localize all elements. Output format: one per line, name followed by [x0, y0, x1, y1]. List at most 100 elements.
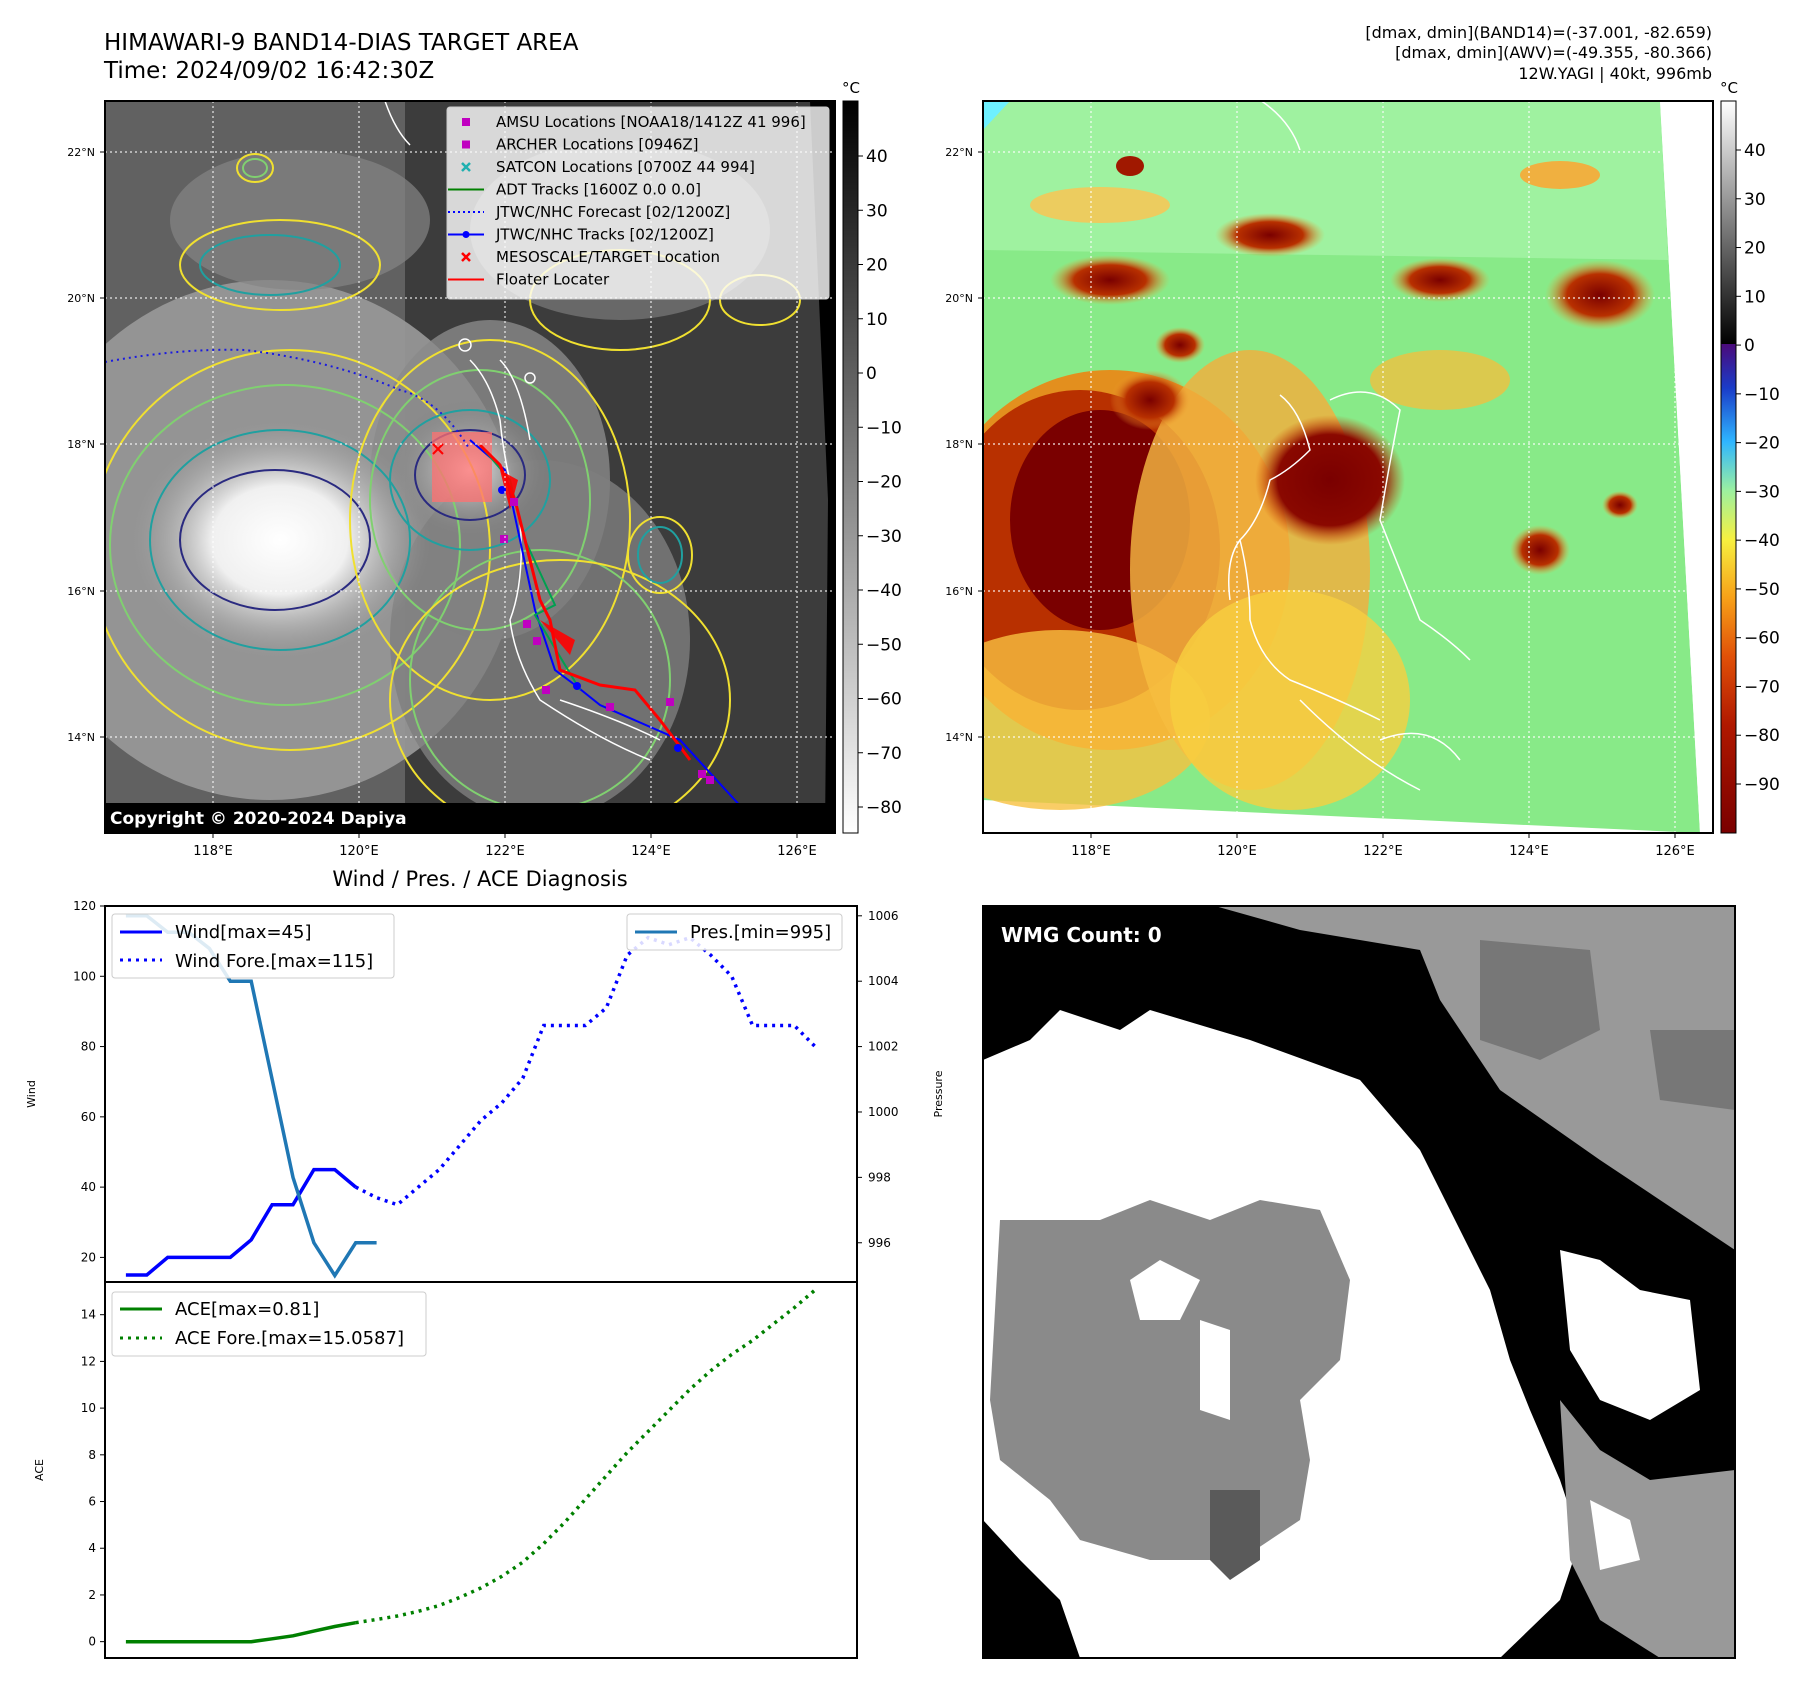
diagnosis-title: Wind / Pres. / ACE Diagnosis [332, 867, 627, 891]
colorbar-tick-label: −50 [866, 635, 902, 655]
copyright-text: Copyright © 2020-2024 Dapiya [110, 809, 407, 829]
ace-legend-label: ACE[max=0.81] [175, 1299, 319, 1320]
legend-entry-label: Floater Locater [496, 271, 610, 289]
colorbar-tick-label: −30 [1744, 482, 1780, 502]
lon-tick-label: 124°E [631, 844, 671, 859]
wind-tick-label: 100 [73, 969, 96, 983]
wind-fore-legend-label: Wind Fore.[max=115] [175, 951, 373, 972]
awv-colorbar-unit: °C [1720, 79, 1738, 97]
ace-tick-label: 0 [88, 1635, 96, 1649]
pressure-tick-label: 1004 [868, 974, 899, 988]
lat-tick-label: 18°N [945, 438, 973, 451]
pressure-tick-label: 998 [868, 1170, 891, 1184]
colorbar-tick-label: 40 [866, 147, 888, 167]
ir-imagery [105, 101, 835, 833]
awv-map-frame [982, 100, 1714, 834]
lon-tick-label: 124°E [1509, 844, 1549, 859]
colorbar-tick-label: −80 [1744, 726, 1780, 746]
legend-marker-x [461, 252, 471, 262]
legend-entry-label: ADT Tracks [1600Z 0.0 0.0] [496, 181, 701, 199]
stats-line1: [dmax, dmin](BAND14)=(-37.001, -82.659) [1365, 23, 1712, 42]
pressure-tick-label: 996 [868, 1236, 891, 1250]
legend-marker-square [462, 118, 470, 126]
colorbar-tick-label: −80 [866, 798, 902, 818]
lat-tick-label: 14°N [67, 731, 95, 744]
ace-tick-label: 14 [81, 1308, 96, 1322]
wmg-imagery [983, 906, 1735, 1658]
wind-ylabel: Wind [25, 1080, 38, 1108]
lon-tick-label: 122°E [1363, 844, 1403, 859]
wind-tick-label: 40 [81, 1180, 96, 1194]
colorbar-tick-label: −40 [1744, 531, 1780, 551]
ace-tick-label: 4 [88, 1541, 96, 1555]
ace-tick-label: 2 [88, 1588, 96, 1602]
lat-tick-label: 14°N [945, 731, 973, 744]
wmg-count-label: WMG Count: 0 [1001, 923, 1162, 947]
ace-legend: ACE[max=0.81] ACE Fore.[max=15.0587] [111, 1291, 427, 1357]
lat-tick-label: 16°N [945, 585, 973, 598]
ace-tick-label: 10 [81, 1401, 96, 1415]
figure-header: HIMAWARI-9 BAND14-DIAS TARGET AREA Time:… [103, 23, 1712, 84]
lon-tick-label: 122°E [485, 844, 525, 859]
colorbar-tick-label: −50 [1744, 580, 1780, 600]
ace-tick-label: 6 [88, 1495, 96, 1509]
wind-tick-label: 60 [81, 1110, 96, 1124]
legend-marker-dot [462, 231, 470, 238]
colorbar-tick-label: 20 [1744, 239, 1766, 259]
lon-tick-label: 126°E [1655, 844, 1695, 859]
colorbar-tick-label: −40 [866, 581, 902, 601]
colorbar-tick-label: −10 [1744, 385, 1780, 405]
map-legend: AMSU Locations [NOAA18/1412Z 41 996] ARCH… [446, 106, 830, 300]
wind-legend: Wind[max=45] Wind Fore.[max=115] [111, 913, 395, 979]
ir-colorbar-unit: °C [842, 79, 860, 97]
wind-tick-label: 80 [81, 1040, 96, 1054]
awv-colorbar-bottom [1721, 344, 1736, 833]
ir-map-frame [104, 100, 836, 834]
colorbar-tick-label: −60 [1744, 629, 1780, 649]
colorbar-tick-label: −10 [866, 418, 902, 438]
lon-tick-label: 120°E [339, 844, 379, 859]
pressure-tick-label: 1000 [868, 1105, 899, 1119]
pressure-tick-label: 1006 [868, 909, 899, 923]
colorbar-tick-label: 20 [866, 256, 888, 276]
pres-legend: Pres.[min=995] [626, 913, 843, 951]
stats-line3: 12W.YAGI | 40kt, 996mb [1518, 64, 1712, 83]
lat-tick-label: 20°N [67, 292, 95, 305]
legend-entry-label: ARCHER Locations [0946Z] [496, 136, 699, 154]
legend-entry-label: JTWC/NHC Tracks [02/1200Z] [495, 226, 714, 244]
lon-tick-label: 126°E [777, 844, 817, 859]
awv-imagery [983, 101, 1713, 833]
wmg-frame [982, 905, 1736, 1659]
figure-title-line2: Time: 2024/09/02 16:42:30Z [103, 58, 434, 84]
colorbar-tick-label: −20 [1744, 434, 1780, 454]
colorbar-tick-label: 0 [1744, 336, 1755, 356]
colorbar-tick-label: 40 [1744, 141, 1766, 161]
pressure-ylabel: Pressure [932, 1070, 945, 1117]
ace-series-line-0 [125, 1620, 357, 1644]
legend-marker-square [462, 140, 470, 149]
colorbar-tick-label: −70 [866, 744, 902, 764]
lon-tick-label: 118°E [1071, 844, 1111, 859]
ir-colorbar [842, 100, 859, 834]
colorbar-tick-label: 0 [866, 364, 877, 384]
legend-entry-label: AMSU Locations [NOAA18/1412Z 41 996] [496, 113, 806, 131]
lat-tick-label: 16°N [67, 585, 95, 598]
lon-tick-label: 120°E [1217, 844, 1257, 859]
colorbar-tick-label: −60 [866, 690, 902, 710]
pres-legend-label: Pres.[min=995] [690, 922, 831, 943]
wind-tick-label: 20 [81, 1250, 96, 1264]
awv-colorbar-top [1721, 101, 1736, 344]
wind-legend-label: Wind[max=45] [175, 922, 312, 943]
figure-title-line1: HIMAWARI-9 BAND14-DIAS TARGET AREA [104, 30, 579, 56]
colorbar-tick-label: 10 [866, 310, 888, 330]
lat-tick-label: 18°N [67, 438, 95, 451]
colorbar-tick-label: 10 [1744, 287, 1766, 307]
ace-fore-legend-label: ACE Fore.[max=15.0587] [175, 1328, 404, 1349]
ace-tick-label: 12 [81, 1354, 96, 1368]
colorbar-tick-label: −70 [1744, 677, 1780, 697]
wmg-count-badge [993, 918, 1173, 952]
ace-tick-label: 8 [88, 1448, 96, 1462]
wind-tick-label: 120 [73, 899, 96, 913]
legend-entry-label: MESOSCALE/TARGET Location [496, 248, 720, 266]
